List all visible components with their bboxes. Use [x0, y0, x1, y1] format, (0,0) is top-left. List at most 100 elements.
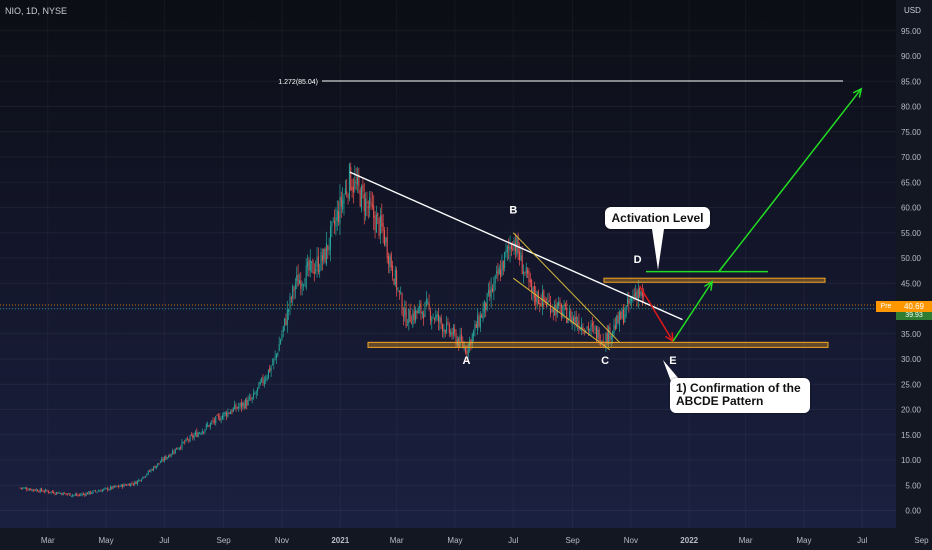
candle-body — [45, 489, 47, 492]
candle-body — [508, 247, 510, 249]
candle-body — [323, 249, 325, 260]
candle-body — [527, 269, 529, 274]
candle-body — [78, 494, 80, 496]
candle-body — [455, 333, 457, 345]
candle-body — [533, 285, 535, 298]
time-tick-label: May — [98, 536, 113, 545]
time-axis-bg — [0, 528, 932, 550]
candle-body — [312, 259, 314, 274]
candle-body — [438, 314, 439, 322]
activation-level-callout[interactable]: Activation Level — [605, 207, 710, 229]
candle-body — [120, 484, 122, 487]
candle-body — [37, 489, 39, 492]
candle-body — [637, 289, 639, 300]
candle-body — [184, 441, 186, 443]
candle-body — [114, 485, 115, 488]
candle-body — [298, 280, 300, 284]
candle-body — [257, 387, 259, 392]
candle-body — [68, 493, 70, 495]
candle-body — [188, 439, 190, 441]
candle-body — [199, 432, 201, 434]
candle-body — [76, 494, 78, 496]
candle-body — [330, 226, 331, 251]
candle-body — [357, 177, 358, 185]
candle-body — [560, 305, 562, 318]
fib-1272-label: 1.272(85.04) — [278, 79, 318, 86]
candle-body — [388, 256, 390, 265]
currency-label[interactable]: USD — [904, 6, 921, 15]
candle-body — [285, 319, 287, 325]
candle-body — [172, 451, 174, 455]
candle-body — [43, 491, 45, 493]
candle-body — [308, 260, 310, 271]
candle-body — [431, 318, 433, 322]
candle-body — [371, 204, 373, 207]
candle-body — [290, 297, 292, 300]
candle-body — [280, 340, 282, 344]
candle-body — [53, 491, 55, 494]
candle-body — [276, 353, 277, 358]
candle-body — [524, 271, 526, 273]
candle-body — [590, 324, 592, 330]
time-tick-label: Jul — [159, 536, 169, 545]
candle-body — [496, 271, 498, 274]
candle-body — [289, 296, 291, 308]
candle-body — [390, 253, 392, 268]
candle-body — [340, 196, 342, 207]
candle-body — [551, 310, 553, 312]
candle-body — [361, 185, 363, 210]
candle-body — [211, 421, 213, 423]
candle-body — [352, 186, 354, 193]
candle-body — [523, 272, 525, 274]
candle-body — [215, 416, 217, 424]
candle-body — [38, 491, 40, 493]
wedge-lower-line — [512, 277, 611, 351]
candle-body — [636, 291, 638, 299]
candle-body — [334, 220, 336, 225]
candle-body — [301, 283, 303, 286]
symbol-info[interactable]: NIO, 1D, NYSE — [5, 6, 68, 16]
candle-body — [95, 490, 97, 492]
candle-body — [606, 332, 608, 344]
candle-body — [639, 287, 641, 296]
candle-body — [521, 255, 523, 275]
candle-body — [587, 325, 589, 332]
candle-body — [321, 255, 323, 262]
price-tick-label: 45.00 — [901, 279, 922, 288]
candle-body — [548, 300, 550, 302]
candle-body — [200, 433, 202, 435]
candle-body — [66, 493, 68, 495]
candle-body — [350, 167, 352, 191]
candle-body — [313, 271, 315, 274]
candle-body — [411, 323, 412, 325]
candle-body — [346, 191, 348, 194]
candle-body — [643, 295, 645, 297]
price-tick-label: 65.00 — [901, 178, 922, 187]
price-axis-bg — [896, 0, 932, 550]
candle-body — [181, 441, 183, 449]
candle-body — [482, 308, 484, 320]
candle-body — [230, 411, 232, 415]
candle-body — [238, 406, 240, 409]
candle-body — [531, 279, 533, 292]
candle-body — [467, 344, 469, 356]
candle-body — [251, 397, 253, 400]
candle-body — [185, 438, 187, 442]
candle-body — [319, 269, 321, 272]
candle-body — [347, 195, 349, 197]
confirmation-callout[interactable]: 1) Confirmation of the ABCDE Pattern — [670, 378, 810, 413]
candle-body — [627, 298, 628, 305]
candle-body — [224, 412, 226, 414]
candle-body — [138, 479, 140, 482]
candle-body — [294, 283, 296, 290]
candle-body — [537, 291, 539, 304]
candle-body — [193, 435, 195, 439]
candle-body — [143, 476, 145, 478]
time-tick-label: 2022 — [680, 536, 698, 545]
candle-body — [454, 328, 456, 333]
candle-body — [116, 485, 118, 487]
candle-body — [604, 344, 606, 346]
candle-body — [297, 274, 299, 287]
candle-body — [378, 218, 380, 236]
